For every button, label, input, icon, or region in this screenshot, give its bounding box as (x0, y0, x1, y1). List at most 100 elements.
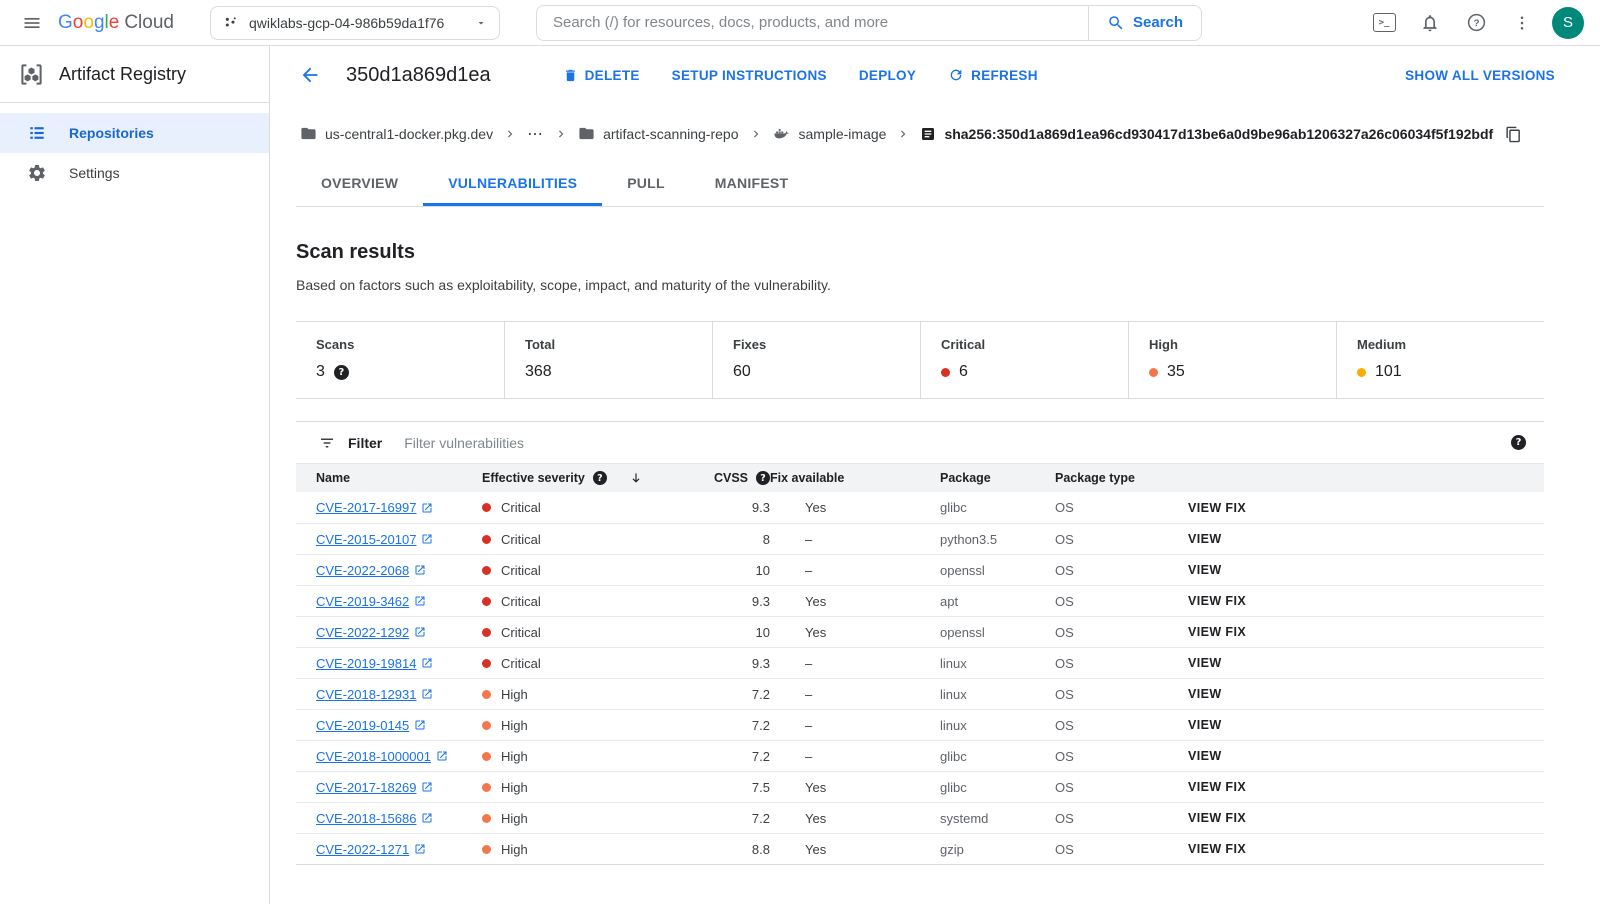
breadcrumb-ellipsis[interactable]: ⋯ (527, 124, 544, 144)
package-name: openssl (940, 562, 985, 578)
table-row: CVE-2017-18269 High 7.5 Yes glibc OS VIEW FIX (296, 771, 1544, 802)
delete-button[interactable]: DELETE (563, 68, 640, 83)
topbar-icons: >_ ? S (1364, 3, 1590, 43)
view-fix-link[interactable]: VIEW FIX (1188, 780, 1247, 794)
project-selector[interactable]: qwiklabs-gcp-04-986b59da1f76 (209, 5, 500, 40)
view-link[interactable]: VIEW (1188, 563, 1222, 577)
cve-link[interactable]: CVE-2019-3462 (316, 594, 426, 609)
severity-cell: Critical (482, 532, 707, 547)
help-icon[interactable]: ? (333, 364, 349, 380)
action-label: REFRESH (971, 67, 1038, 83)
main-content: 350d1a869d1ea DELETE SETUP INSTRUCTIONS DE… (270, 46, 1600, 904)
stat-label: Total (525, 337, 556, 352)
cve-link[interactable]: CVE-2018-1000001 (316, 749, 448, 764)
cve-link[interactable]: CVE-2019-0145 (316, 718, 426, 733)
cvss-value: 7.2 (751, 686, 770, 702)
help-button[interactable]: ? (1456, 3, 1496, 43)
notifications-button[interactable] (1410, 3, 1450, 43)
column-header-name: Name (316, 471, 351, 485)
package-name: glibc (940, 748, 967, 764)
package-name: systemd (940, 810, 989, 826)
cve-link[interactable]: CVE-2022-1271 (316, 842, 426, 857)
cve-link[interactable]: CVE-2019-19814 (316, 656, 433, 671)
search-button-label: Search (1132, 14, 1184, 31)
tab-overview[interactable]: OVERVIEW (321, 174, 399, 191)
package-type: OS (1055, 841, 1074, 857)
package-name: linux (940, 655, 967, 671)
view-fix-link[interactable]: VIEW FIX (1188, 500, 1247, 515)
view-fix-link[interactable]: VIEW FIX (1188, 842, 1247, 856)
view-fix-link[interactable]: VIEW FIX (1188, 811, 1247, 825)
package-type: OS (1055, 717, 1074, 733)
show-all-versions-button[interactable]: SHOW ALL VERSIONS (1405, 67, 1555, 83)
breadcrumb-label: us-central1-docker.pkg.dev (325, 126, 494, 142)
table-row: CVE-2019-19814 Critical 9.3 – linux OS VIEW (296, 647, 1544, 678)
breadcrumb-item[interactable]: sha256:350d1a869d1ea96cd930417d13be6a0d9… (920, 126, 1493, 142)
deploy-button[interactable]: DEPLOY (859, 68, 916, 83)
tab-vulnerabilities[interactable]: VULNERABILITIES (423, 162, 603, 206)
column-header-effective-severity[interactable]: Effective severity? (482, 471, 707, 485)
breadcrumb-item[interactable]: sample-image (773, 126, 886, 143)
stat-critical: Critical 6 (920, 322, 1128, 398)
cloud-shell-button[interactable]: >_ (1364, 3, 1404, 43)
global-search: Search (535, 4, 1203, 41)
package-type: OS (1055, 624, 1074, 640)
cve-link[interactable]: CVE-2017-16997 (316, 500, 433, 515)
severity-cell: High (482, 718, 707, 733)
sidebar-item-settings[interactable]: Settings (0, 153, 269, 193)
help-icon[interactable]: ? (756, 471, 770, 485)
sidebar: Artifact Registry Repositories Settings (0, 46, 270, 904)
table-row: CVE-2022-1271 High 8.8 Yes gzip OS VIEW FIX (296, 833, 1544, 864)
fix-available: – (805, 531, 813, 547)
external-icon (436, 750, 448, 762)
search-button[interactable]: Search (1087, 4, 1203, 41)
table-help-icon[interactable]: ? (1511, 435, 1526, 450)
scan-results-title: Scan results (296, 241, 415, 263)
tab-pull[interactable]: PULL (627, 174, 665, 191)
package-type: OS (1055, 500, 1074, 515)
setup-instructions-button[interactable]: SETUP INSTRUCTIONS (672, 68, 827, 83)
breadcrumb-item[interactable]: artifact-scanning-repo (578, 125, 739, 142)
fix-available: – (805, 686, 813, 702)
table-row: CVE-2022-2068 Critical 10 – openssl OS VIEW (296, 554, 1544, 585)
vertical-dots-icon (1513, 14, 1531, 32)
view-fix-link[interactable]: VIEW FIX (1188, 594, 1247, 608)
scan-stats: Scans 3? Total 368 Fixes 60 Critical 6 High 35 Med… (296, 321, 1544, 399)
refresh-button[interactable]: REFRESH (948, 67, 1038, 83)
back-button[interactable] (296, 61, 324, 89)
view-link[interactable]: VIEW (1188, 718, 1222, 732)
tab-manifest[interactable]: MANIFEST (714, 174, 789, 191)
cve-link[interactable]: CVE-2022-2068 (316, 563, 426, 578)
view-fix-link[interactable]: VIEW FIX (1188, 625, 1247, 639)
sidebar-item-repositories[interactable]: Repositories (0, 113, 269, 153)
view-link[interactable]: VIEW (1188, 656, 1222, 670)
help-icon[interactable]: ? (592, 471, 607, 485)
fix-available: Yes (805, 841, 827, 857)
list-icon (27, 123, 47, 143)
main-menu-button[interactable] (12, 3, 52, 43)
view-link[interactable]: VIEW (1188, 687, 1222, 701)
cve-link[interactable]: CVE-2017-18269 (316, 780, 433, 795)
view-link[interactable]: VIEW (1188, 749, 1222, 763)
breadcrumb-item[interactable]: us-central1-docker.pkg.dev (300, 126, 493, 142)
stat-medium: Medium 101 (1336, 322, 1544, 398)
external-icon (421, 657, 433, 669)
cve-link[interactable]: CVE-2015-20107 (316, 532, 433, 547)
account-avatar[interactable]: S (1552, 6, 1584, 39)
severity-dot (482, 689, 491, 699)
document-icon (920, 126, 936, 142)
cve-link[interactable]: CVE-2018-12931 (316, 687, 433, 702)
severity-dot (1357, 367, 1366, 377)
copy-digest-button[interactable] (1505, 126, 1522, 143)
search-input[interactable] (535, 4, 1088, 41)
severity-dot (482, 627, 491, 637)
folder-icon (578, 125, 595, 142)
more-options-button[interactable] (1502, 3, 1542, 43)
severity-cell: Critical (482, 656, 707, 671)
cve-link[interactable]: CVE-2018-15686 (316, 811, 433, 826)
filter-input[interactable] (404, 434, 1499, 451)
cve-link[interactable]: CVE-2022-1292 (316, 625, 426, 640)
search-icon (1107, 14, 1125, 32)
view-link[interactable]: VIEW (1188, 532, 1222, 546)
severity-dot (482, 844, 491, 854)
